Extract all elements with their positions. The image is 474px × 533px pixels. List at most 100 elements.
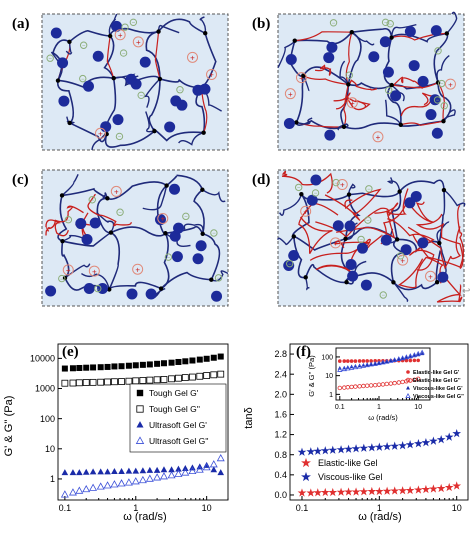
- panel-c-label: (c): [12, 172, 29, 188]
- crosslink-node: [291, 234, 296, 239]
- chart-f-inset-point: [396, 356, 402, 362]
- chart-e-legend-label: Ultrasoft Gel G'': [149, 436, 209, 446]
- chart-e-point: [76, 364, 83, 371]
- chart-f-inset-point: [346, 359, 350, 363]
- chart-f-inset-point: [377, 361, 381, 365]
- blue-bead: [111, 20, 123, 32]
- chart-e-point: [90, 364, 97, 371]
- network-schematic-d: +−−+−−+−−+−−+−: [277, 169, 466, 307]
- chart-e-point: [118, 468, 125, 475]
- chart-f-point: [398, 486, 408, 495]
- chart-f-inset-x-tick-label: 10: [414, 404, 422, 411]
- chart-f-point: [390, 486, 400, 495]
- polymer-chain: [199, 16, 207, 34]
- blue-bead: [310, 174, 322, 186]
- chart-f: 0.1 1 10 0.0 0.4 0.8 1.2 1.6 2.0 2.4 2.8 Elastic-li…: [240, 338, 474, 533]
- plus-ion-symbol: +: [92, 267, 97, 276]
- crosslink-node: [303, 275, 308, 280]
- chart-f-y-tick-label: 1.2: [274, 430, 287, 440]
- free-red-chain: [387, 218, 435, 271]
- polymer-chain: [337, 123, 349, 131]
- polymer-chain: [183, 223, 204, 234]
- polymer-chain: [437, 82, 452, 122]
- minus-ion-symbol: −: [314, 191, 318, 197]
- polymer-chain: [62, 234, 88, 242]
- plus-ion-symbol: +: [333, 239, 338, 248]
- chart-e-point: [68, 488, 77, 496]
- chart-f-inset-point: [373, 382, 378, 388]
- polymer-chain: [296, 117, 313, 125]
- plus-ion-symbol: +: [299, 74, 304, 83]
- chart-e-point: [146, 361, 153, 368]
- plus-ion-symbol: +: [114, 188, 119, 197]
- chart-f-inset-point: [361, 359, 366, 363]
- plus-ion: [284, 88, 296, 100]
- chart-e-point: [82, 468, 90, 475]
- minus-ion: [121, 23, 129, 31]
- chart-f-point: [367, 443, 377, 452]
- blue-bead: [176, 99, 188, 111]
- plus-ion-symbol: +: [190, 54, 195, 63]
- chart-f-y-tick-label: 2.8: [274, 349, 287, 359]
- chart-e-point: [182, 358, 189, 365]
- chart-f-inset-point: [408, 378, 413, 383]
- polymer-chain: [96, 212, 115, 233]
- panel-c-diagram: (c) +−−+−−+−−+−−+−: [12, 169, 229, 307]
- chart-e-point: [139, 361, 146, 368]
- crosslink-node: [441, 118, 446, 124]
- minus-ion: [46, 54, 54, 62]
- chart-f-point: [429, 484, 438, 493]
- minus-ion: [58, 274, 66, 283]
- polymer-chain: [61, 187, 108, 200]
- chart-f-x-tick-label: 1: [377, 503, 382, 513]
- crosslink-node: [158, 286, 164, 291]
- crosslink-node: [349, 29, 354, 35]
- panel-b: (b) + − − + − − + − − + − − + −: [248, 2, 468, 152]
- chart-f-inset-point: [337, 359, 342, 363]
- minus-ion-symbol: −: [67, 218, 71, 224]
- crosslink-node: [107, 287, 112, 292]
- chart-e: 0.1 1 10 1 10 100 1000 10000 Tough Gel G' Tough G…: [0, 338, 240, 533]
- chart-f-inset-point: [353, 359, 358, 363]
- crosslink-node: [434, 280, 440, 285]
- chart-f-legend-label: Viscous-like Gel: [318, 472, 382, 482]
- chart-e-legend-label: Ultrasoft Gel G': [149, 420, 207, 430]
- minus-ion-symbol: −: [118, 210, 122, 216]
- chart-f-point: [320, 446, 330, 455]
- polymer-chain: [52, 39, 70, 81]
- chart-e-point: [209, 460, 218, 468]
- chart-e-y-tick-label: 1000: [35, 384, 55, 394]
- polymer-chain: [195, 86, 206, 133]
- chart-f-inset-point: [384, 359, 389, 364]
- chart-e-point: [97, 468, 104, 475]
- blue-bead: [145, 288, 157, 300]
- minus-ion: [440, 102, 448, 110]
- chart-f-inset-point: [356, 363, 363, 369]
- chart-e-point: [153, 466, 161, 473]
- blue-bead: [380, 234, 392, 246]
- crosslink-node: [67, 39, 72, 45]
- polymer-chain: [166, 174, 204, 191]
- chart-f-inset-legend-label: Elastic-like Gel G'': [413, 378, 461, 384]
- panel-frame: [41, 169, 229, 307]
- polymer-chain: [305, 277, 310, 291]
- minus-ion-symbol: −: [381, 293, 385, 299]
- chart-f-inset-point: [345, 385, 351, 390]
- polymer-chain: [292, 193, 310, 238]
- crosslink-node: [200, 231, 205, 236]
- polymer-chain: [340, 84, 350, 128]
- chart-f-point: [297, 447, 307, 456]
- chart-f-point: [359, 443, 369, 452]
- polymer-chain: [294, 31, 353, 45]
- crosslink-node: [344, 279, 349, 285]
- minus-ion: [176, 86, 184, 94]
- blue-bead: [437, 271, 449, 283]
- chart-f-inset-point: [376, 382, 382, 387]
- minus-ion-symbol: −: [436, 49, 440, 55]
- panel-d-diagram: (d) +−−+−−+−−+−−+− ↩: [252, 169, 470, 307]
- chart-f-inset-point: [373, 359, 378, 363]
- plus-ion: [336, 179, 348, 191]
- chart-e-point: [75, 486, 84, 494]
- crosslink-node: [157, 76, 163, 82]
- polymer-chain: [304, 263, 347, 284]
